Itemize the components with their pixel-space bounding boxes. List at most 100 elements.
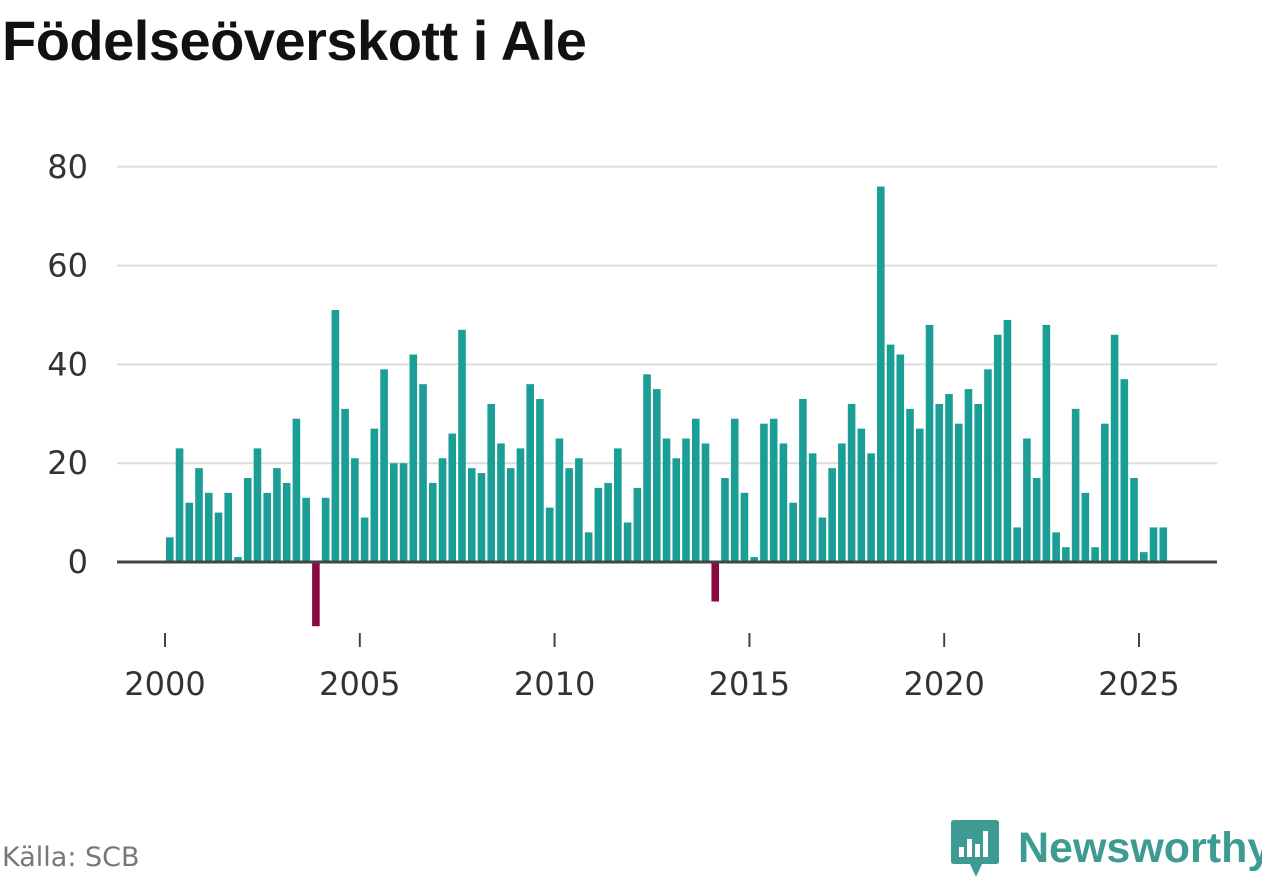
bar [867,453,875,562]
bar [1081,492,1090,562]
bar [896,354,905,562]
y-tick-label: 40 [47,345,88,383]
bar [974,403,983,562]
bar [1149,527,1158,562]
bar [185,502,194,562]
bar [175,448,184,562]
bar [166,537,174,562]
brand-name: Newsworthy [1018,823,1262,872]
bar [195,468,203,562]
bar [555,438,564,562]
bar [594,487,603,562]
bar [954,423,963,562]
bar [428,482,437,562]
bar [691,418,700,562]
bar [623,522,632,562]
bar [779,443,788,562]
bar [370,428,379,562]
x-tick-label: 2000 [124,665,205,703]
bar [467,468,476,562]
bar [643,374,651,562]
bar [769,418,778,562]
chart-title: Födelseöverskott i Ale [2,9,587,72]
bar [331,310,340,562]
bar [419,384,427,562]
y-tick-label: 20 [47,444,88,482]
bar [1071,408,1080,562]
bar [526,384,534,562]
bar [399,463,408,562]
bar [701,443,710,562]
bar [721,478,729,562]
bar [477,473,486,562]
y-axis-tick-labels: 0 20 40 60 80 [47,148,88,581]
bar [828,468,836,562]
bar [799,398,807,562]
y-tick-label: 0 [68,543,88,581]
bar [1062,547,1070,562]
bar [682,438,690,562]
bar [253,448,262,562]
bar [750,557,758,562]
bar [1013,527,1021,562]
bar [341,408,349,562]
bar [234,557,242,562]
x-tick-label: 2020 [903,665,984,703]
x-axis-ticks: 2000 2005 2010 2015 2020 2025 [124,633,1180,703]
bar [273,468,281,562]
bar [1159,527,1168,562]
bar [380,369,388,562]
bar [1140,552,1148,562]
bar [925,324,934,562]
bar [438,458,447,562]
bar [1042,324,1051,562]
bar [877,186,885,562]
bar [506,468,515,562]
bar [847,403,856,562]
x-tick-label: 2005 [319,665,400,703]
y-tick-label: 60 [47,247,88,285]
bar [302,497,310,562]
bar [760,423,768,562]
bar [838,443,846,562]
bar [662,438,671,562]
y-tick-label: 80 [47,148,88,186]
bar [740,492,749,562]
bar [1003,319,1012,562]
bar [243,478,252,562]
bar-series [166,186,1168,627]
bar [282,482,291,562]
bar [711,562,720,602]
bar [224,492,233,562]
bar [351,458,359,562]
bar [653,389,661,562]
bar [536,398,544,562]
bar [575,458,583,562]
bar [818,517,827,562]
bar [263,492,271,562]
bar [487,403,496,562]
bar [633,487,642,562]
gridlines [117,165,1217,465]
bar [360,517,369,562]
bar [730,418,739,562]
bar [292,418,301,562]
bar [390,463,398,562]
bar [604,482,612,562]
bar [321,497,330,562]
bar [1120,379,1129,562]
x-tick-label: 2010 [514,665,595,703]
bar [614,448,622,562]
newsworthy-brand: Newsworthy [950,817,1262,879]
bar [545,507,554,562]
bar [565,468,573,562]
bar [448,433,457,562]
bar [516,448,525,562]
bar [312,562,320,627]
bar [964,389,973,562]
bar [1101,423,1109,562]
bar [672,458,681,562]
bar [409,354,418,562]
bar [886,344,895,562]
